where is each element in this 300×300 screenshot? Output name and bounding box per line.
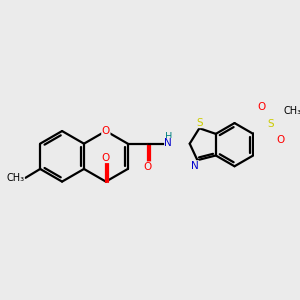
Text: O: O: [276, 135, 284, 145]
Text: N: N: [164, 138, 172, 148]
Text: O: O: [144, 162, 152, 172]
Text: H: H: [164, 132, 172, 142]
Text: O: O: [102, 126, 110, 136]
Text: O: O: [102, 153, 110, 163]
Text: S: S: [196, 118, 203, 128]
Text: S: S: [267, 119, 274, 129]
Text: O: O: [257, 102, 266, 112]
Text: CH₃: CH₃: [284, 106, 300, 116]
Text: CH₃: CH₃: [6, 173, 24, 183]
Text: N: N: [191, 161, 199, 171]
